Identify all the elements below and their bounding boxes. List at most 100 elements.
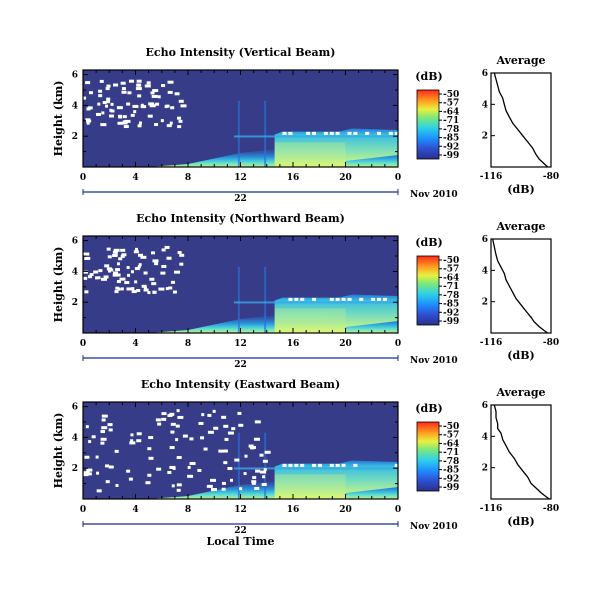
missing-data-cell: [175, 438, 179, 442]
missing-data-cell: [155, 418, 161, 422]
date-month-label: Nov 2010: [410, 522, 458, 532]
missing-data-cell: [170, 280, 175, 284]
missing-data-cell: [119, 277, 126, 281]
missing-data-cell: [189, 462, 196, 466]
x-tick-label: 4: [132, 339, 138, 349]
x-tick-label: 0: [80, 339, 86, 349]
missing-data-cell: [114, 449, 119, 453]
missing-data-cell: [169, 465, 176, 469]
echo-streak: [237, 432, 240, 499]
missing-data-cell: [147, 447, 152, 451]
missing-data-cell: [158, 287, 165, 291]
average-x-axis-label: (dB): [507, 183, 534, 196]
missing-data-cell: [306, 131, 311, 135]
missing-data-cell: [180, 104, 187, 108]
missing-data-cell: [227, 466, 233, 470]
missing-data-cell: [113, 83, 119, 87]
missing-data-cell: [117, 121, 124, 125]
missing-data-cell: [259, 453, 264, 457]
echo-streak: [264, 100, 267, 167]
x-tick-label: 20: [339, 339, 352, 349]
missing-data-cell: [103, 275, 109, 279]
missing-data-cell: [157, 422, 162, 426]
missing-data-cell: [121, 253, 127, 257]
missing-data-cell: [97, 102, 101, 106]
missing-data-cell: [169, 446, 175, 450]
x-tick-label: 4: [132, 505, 138, 515]
missing-data-cell: [107, 269, 111, 273]
missing-data-cell: [151, 94, 158, 98]
average-y-tick-label: 4: [482, 432, 488, 442]
missing-data-cell: [130, 113, 135, 117]
average-x-tick-label: -116: [480, 338, 503, 348]
missing-data-cell: [113, 248, 120, 252]
chart-title: Echo Intensity (Eastward Beam): [141, 378, 340, 391]
missing-data-cell: [105, 104, 109, 108]
missing-data-cell: [88, 440, 92, 444]
missing-data-cell: [167, 90, 173, 94]
missing-data-cell: [187, 465, 191, 469]
missing-data-cell: [261, 482, 267, 486]
colorbar-tick-label: -85: [443, 466, 459, 476]
missing-data-cell: [347, 131, 352, 135]
missing-data-cell: [182, 434, 188, 438]
missing-data-cell: [88, 275, 93, 279]
missing-data-cell: [120, 254, 125, 258]
missing-data-cell: [112, 273, 119, 277]
missing-data-cell: [263, 468, 267, 472]
missing-data-cell: [116, 279, 121, 283]
missing-data-cell: [107, 255, 112, 259]
missing-data-cell: [229, 478, 233, 482]
missing-data-cell: [176, 488, 181, 492]
missing-data-cell: [134, 280, 138, 284]
missing-data-cell: [155, 102, 160, 106]
missing-data-cell: [95, 276, 99, 280]
missing-data-cell: [83, 270, 89, 274]
missing-data-cell: [294, 297, 299, 301]
colorbar-label: (dB): [415, 236, 442, 249]
missing-data-cell: [156, 467, 162, 471]
average-profile-line: [493, 404, 550, 500]
average-profile-line: [492, 238, 549, 334]
missing-data-cell: [294, 463, 299, 467]
missing-data-cell: [148, 102, 155, 106]
missing-data-cell: [121, 87, 126, 91]
missing-data-cell: [206, 484, 213, 488]
x-tick-label: 8: [185, 505, 191, 515]
missing-data-cell: [224, 437, 229, 441]
missing-data-cell: [179, 253, 185, 257]
missing-data-cell: [142, 105, 147, 109]
missing-data-cell: [166, 124, 172, 128]
missing-data-cell: [127, 91, 132, 95]
missing-data-cell: [145, 481, 151, 485]
colorbar-tick-label: -57: [443, 431, 459, 441]
missing-data-cell: [179, 262, 184, 266]
missing-data-cell: [112, 254, 118, 258]
average-frame: [490, 72, 552, 168]
missing-data-cell: [127, 273, 131, 277]
panel-3: Echo Intensity (Eastward Beam) 0 4 8 12 16 20 0…: [52, 378, 559, 548]
missing-data-cell: [116, 262, 120, 266]
missing-data-cell: [106, 247, 111, 251]
missing-data-cell: [147, 114, 153, 118]
date-day-label: 22: [234, 194, 247, 204]
missing-data-cell: [161, 264, 167, 268]
missing-data-cell: [84, 455, 90, 459]
missing-data-cell: [152, 89, 159, 93]
missing-data-cell: [141, 284, 147, 288]
missing-data-cell: [171, 484, 175, 488]
missing-data-cell: [118, 257, 123, 261]
missing-data-cell: [244, 454, 248, 458]
y-tick-label: 2: [72, 298, 78, 308]
cloud-echo-core: [274, 308, 346, 333]
missing-data-cell: [197, 468, 202, 472]
missing-data-cell: [133, 110, 137, 114]
missing-data-cell: [221, 487, 226, 491]
missing-data-cell: [177, 415, 184, 419]
x-tick-label: 20: [339, 505, 352, 515]
missing-data-cell: [157, 95, 161, 99]
missing-data-cell: [165, 287, 169, 291]
missing-data-cell: [252, 476, 257, 480]
missing-data-cell: [388, 131, 393, 135]
missing-data-cell: [107, 423, 113, 427]
